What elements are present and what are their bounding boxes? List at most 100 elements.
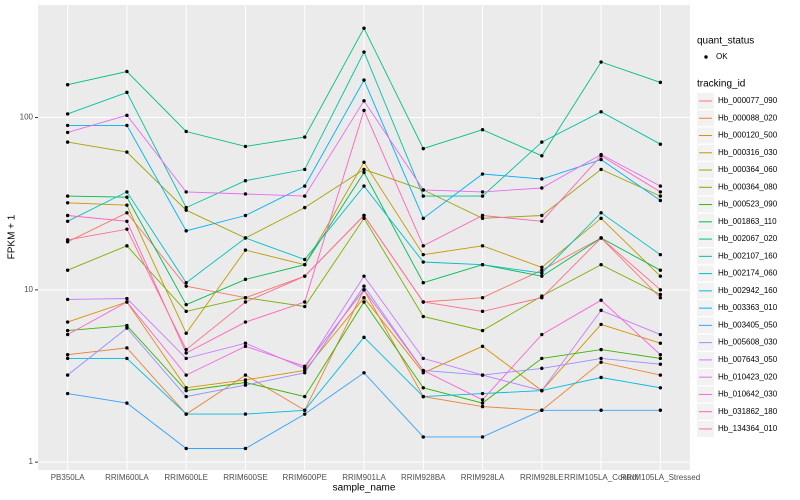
data-point	[125, 150, 129, 154]
data-point	[184, 388, 188, 393]
data-point	[480, 344, 485, 349]
data-point	[184, 208, 188, 212]
data-point	[125, 123, 129, 128]
data-point	[65, 140, 70, 144]
data-point	[480, 309, 485, 314]
data-point	[65, 194, 70, 198]
data-point	[243, 380, 248, 385]
legend-label: Hb_000523_090	[718, 200, 778, 209]
data-point	[540, 271, 544, 275]
data-point	[480, 216, 485, 221]
legend-label: Hb_003405_050	[718, 320, 778, 329]
data-point	[540, 140, 544, 144]
data-point	[362, 160, 366, 164]
data-point	[65, 219, 70, 223]
data-point	[599, 154, 603, 158]
data-point	[421, 146, 425, 151]
data-point	[303, 304, 307, 309]
data-point	[540, 268, 544, 272]
data-point	[184, 129, 188, 134]
data-point	[125, 195, 129, 199]
legend-label: OK	[716, 52, 728, 61]
data-point	[480, 190, 485, 194]
legend-title: tracking_id	[697, 79, 745, 90]
data-point	[303, 262, 307, 267]
data-point	[421, 356, 425, 361]
x-tick-label: RRIM901LA	[342, 473, 386, 482]
y-tick-label: 100	[20, 113, 34, 122]
data-point	[362, 184, 366, 188]
data-point	[303, 205, 307, 210]
data-point	[243, 373, 248, 377]
data-point	[65, 130, 70, 135]
data-point	[303, 257, 307, 262]
y-tick-label: 10	[24, 285, 33, 294]
data-point	[540, 296, 544, 300]
data-point	[599, 322, 603, 327]
data-point	[184, 386, 188, 390]
data-point	[480, 398, 485, 402]
data-point	[480, 172, 485, 176]
data-point	[243, 248, 248, 252]
legend-label: Hb_001863_110	[718, 217, 777, 226]
data-point	[599, 167, 603, 172]
data-point	[243, 236, 248, 240]
data-point	[65, 112, 70, 116]
data-point	[599, 408, 603, 412]
data-point	[599, 236, 603, 240]
data-point	[480, 401, 485, 405]
data-point	[184, 347, 188, 352]
data-point	[125, 300, 129, 304]
data-point	[658, 356, 663, 361]
data-point	[540, 388, 544, 393]
data-point	[658, 194, 663, 198]
data-point	[303, 412, 307, 416]
data-point	[243, 341, 248, 345]
data-point	[599, 375, 603, 380]
data-point	[362, 108, 366, 113]
y-tick-label: 1	[29, 457, 34, 466]
data-point	[658, 142, 663, 146]
legend-label: Hb_002107_160	[718, 251, 778, 260]
data-point	[658, 408, 663, 412]
data-point	[184, 309, 188, 314]
data-point	[540, 332, 544, 337]
data-point	[421, 300, 425, 304]
x-tick-label: RRIM600LA	[105, 473, 149, 482]
data-point	[65, 328, 70, 333]
data-point	[480, 435, 485, 439]
data-point	[125, 356, 129, 361]
data-point	[421, 188, 425, 192]
data-point	[125, 244, 129, 248]
data-point	[125, 401, 129, 405]
data-point	[540, 186, 544, 190]
legend-label: Hb_000364_080	[718, 182, 778, 191]
data-point	[599, 308, 603, 313]
data-point	[303, 394, 307, 399]
data-point	[421, 368, 425, 373]
data-point	[125, 211, 129, 215]
data-point	[599, 356, 603, 361]
data-point	[243, 213, 248, 218]
data-point	[480, 373, 485, 377]
legend-symbol	[704, 55, 708, 59]
data-point	[243, 344, 248, 349]
data-point	[540, 154, 544, 158]
legend-label: Hb_000077_090	[718, 96, 778, 105]
legend-label: Hb_000364_060	[718, 165, 778, 174]
data-point	[65, 353, 70, 357]
y-axis-title: FPKM + 1	[7, 214, 18, 259]
data-point	[362, 170, 366, 175]
legend-label: Hb_003363_010	[718, 303, 778, 312]
x-tick-label: RRIM928LE	[520, 473, 564, 482]
data-point	[421, 194, 425, 198]
data-point	[540, 408, 544, 412]
data-point	[65, 201, 70, 205]
data-point	[480, 391, 485, 396]
data-point	[599, 60, 603, 64]
data-point	[421, 244, 425, 248]
data-point	[540, 366, 544, 371]
x-tick-label: PB350LA	[51, 473, 85, 482]
data-point	[362, 371, 366, 375]
data-point	[362, 274, 366, 278]
